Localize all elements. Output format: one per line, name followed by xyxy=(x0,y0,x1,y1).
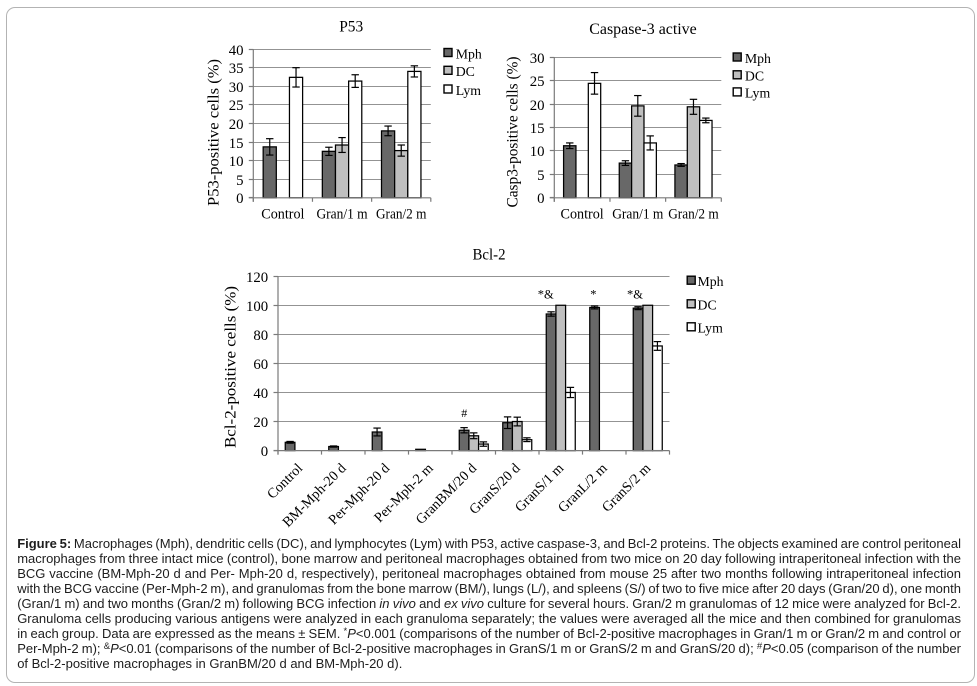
svg-text:Gran/1 m: Gran/1 m xyxy=(612,207,664,223)
svg-text:*&: *& xyxy=(627,288,643,302)
svg-text:Lym: Lym xyxy=(698,321,724,336)
svg-text:25: 25 xyxy=(229,98,244,114)
svg-text:DC: DC xyxy=(456,64,475,79)
svg-text:5: 5 xyxy=(236,173,243,189)
svg-text:#: # xyxy=(461,406,467,420)
svg-text:25: 25 xyxy=(530,74,545,90)
svg-text:10: 10 xyxy=(530,144,545,160)
svg-text:Gran/2 m: Gran/2 m xyxy=(376,207,427,223)
svg-text:20: 20 xyxy=(530,98,545,114)
svg-text:Gran/1 m: Gran/1 m xyxy=(316,207,368,223)
svg-text:Gran/2 m: Gran/2 m xyxy=(668,207,719,223)
svg-text:*: * xyxy=(590,288,596,302)
svg-text:DC: DC xyxy=(745,69,764,84)
svg-text:120: 120 xyxy=(246,270,268,286)
svg-text:10: 10 xyxy=(229,154,244,170)
svg-text:Control: Control xyxy=(561,207,604,223)
svg-text:30: 30 xyxy=(530,51,545,67)
svg-text:0: 0 xyxy=(261,444,268,460)
svg-text:P53-positive cells (%): P53-positive cells (%) xyxy=(206,59,223,206)
svg-text:20: 20 xyxy=(229,117,244,133)
svg-text:P53: P53 xyxy=(339,18,363,35)
svg-text:40: 40 xyxy=(229,43,244,59)
svg-text:Casp3-positive cells (%): Casp3-positive cells (%) xyxy=(505,57,522,208)
svg-text:100: 100 xyxy=(246,299,268,315)
svg-text:Control: Control xyxy=(261,207,304,223)
svg-text:Mph: Mph xyxy=(745,51,771,66)
svg-text:5: 5 xyxy=(537,168,544,184)
svg-text:15: 15 xyxy=(229,136,244,152)
svg-text:35: 35 xyxy=(229,61,244,77)
svg-text:60: 60 xyxy=(253,357,268,373)
svg-text:Lym: Lym xyxy=(456,83,482,98)
svg-text:DC: DC xyxy=(698,298,717,313)
svg-text:Mph: Mph xyxy=(698,274,724,289)
svg-text:Control: Control xyxy=(264,460,306,502)
svg-text:Bcl-2-positive cells (%): Bcl-2-positive cells (%) xyxy=(223,286,240,448)
svg-text:*&: *& xyxy=(538,288,554,302)
svg-text:Lym: Lym xyxy=(745,86,771,101)
svg-text:Bcl-2: Bcl-2 xyxy=(473,247,506,264)
svg-text:80: 80 xyxy=(253,328,268,344)
svg-text:Caspase-3 active: Caspase-3 active xyxy=(589,21,696,38)
svg-text:40: 40 xyxy=(253,386,268,402)
svg-text:0: 0 xyxy=(537,191,544,207)
svg-text:20: 20 xyxy=(253,415,268,431)
svg-text:30: 30 xyxy=(229,80,244,96)
svg-text:15: 15 xyxy=(530,121,545,137)
svg-text:0: 0 xyxy=(236,191,243,207)
svg-text:Mph: Mph xyxy=(456,46,482,61)
